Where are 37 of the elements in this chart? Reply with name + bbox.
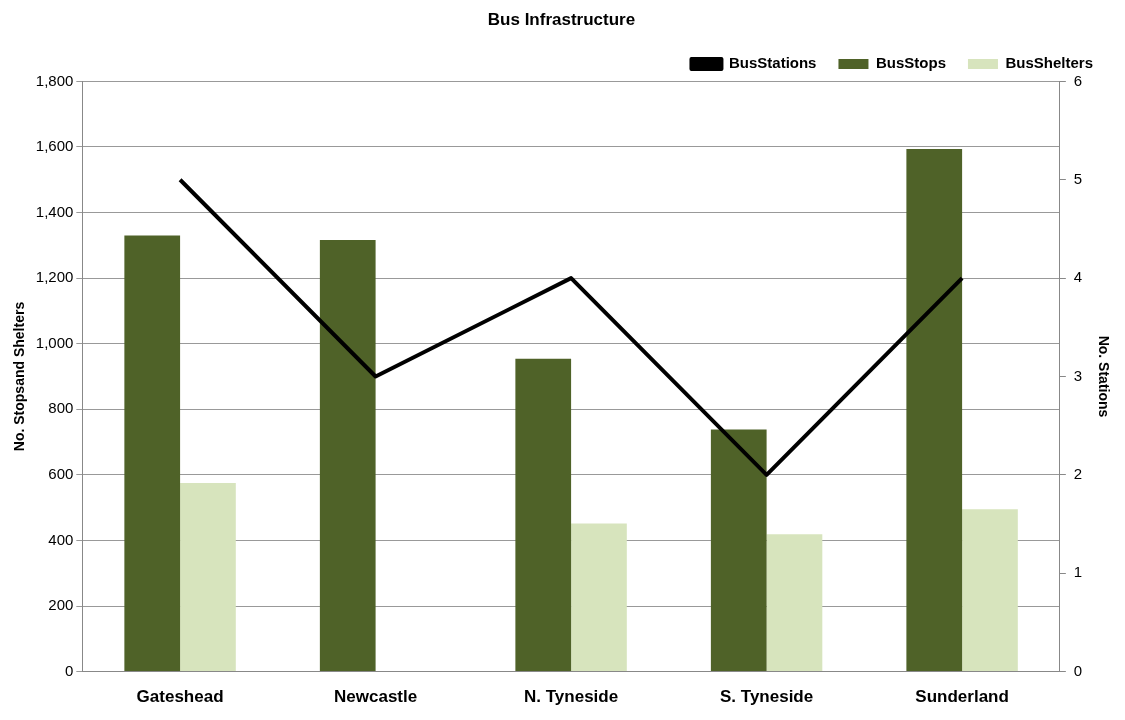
bar — [571, 523, 627, 672]
bar — [124, 235, 181, 672]
x-tick-label: Sunderland — [915, 687, 1009, 707]
y2-tick-label: 0 — [1073, 661, 1083, 679]
legend-label: BusStops — [875, 54, 946, 72]
y2-tick-label: 3 — [1073, 366, 1083, 384]
bar — [180, 483, 236, 672]
y-tick-label: 1,600 — [35, 137, 74, 155]
y-tick-label: 1,200 — [35, 268, 74, 286]
x-tick-label: Gateshead — [136, 687, 224, 707]
bar — [319, 240, 376, 672]
y-tick-label: 1,000 — [35, 333, 74, 351]
y-tick-label: 400 — [48, 530, 74, 548]
y-tick-label: 1,400 — [35, 202, 74, 220]
y-tick-label: 800 — [48, 399, 74, 417]
bar — [906, 148, 963, 672]
legend-label: BusShelters — [1005, 54, 1094, 72]
bar — [710, 429, 767, 672]
y2-tick-label: 2 — [1073, 465, 1083, 483]
bar — [515, 358, 572, 672]
y2-axis-title: No. Stations — [1095, 335, 1112, 418]
y-tick-label: 600 — [48, 465, 74, 483]
y2-tick-label: 4 — [1073, 268, 1083, 286]
y2-tick-label: 5 — [1073, 169, 1083, 187]
x-tick-label: Newcastle — [334, 687, 418, 707]
y-tick-label: 200 — [48, 596, 74, 614]
y2-tick-label: 6 — [1073, 71, 1083, 89]
y2-tick-label: 1 — [1073, 563, 1083, 581]
x-tick-label: S. Tyneside — [719, 687, 814, 707]
bar — [766, 534, 823, 672]
y-tick-label: 0 — [64, 661, 74, 679]
legend-label: BusStations — [728, 54, 817, 72]
y-axis-title: No. Stopsand Shelters — [11, 301, 28, 452]
x-tick-label: N. Tyneside — [524, 687, 619, 707]
y-tick-label: 1,800 — [35, 71, 74, 89]
bar — [962, 509, 1018, 672]
chart-title: Bus Infrastructure — [487, 9, 636, 29]
